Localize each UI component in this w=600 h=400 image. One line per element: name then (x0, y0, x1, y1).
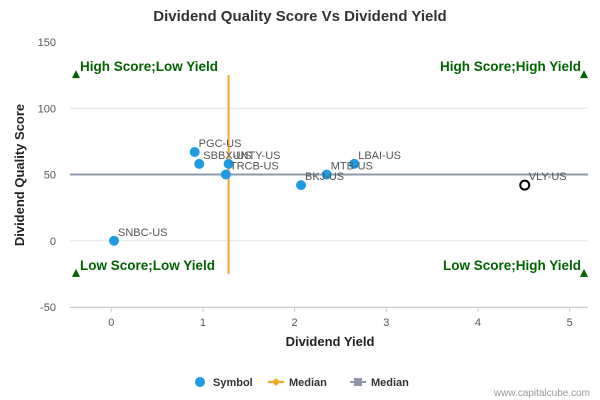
chart-title: Dividend Quality Score Vs Dividend Yield (153, 8, 446, 25)
legend-symbol-marker (195, 377, 205, 387)
point-label-lbai-us: LBAI-US (358, 150, 401, 162)
y-tick-label: 100 (38, 103, 56, 115)
point-label-pgc-us: PGC-US (199, 138, 242, 150)
x-tick-label: 1 (200, 317, 206, 329)
point-bkj-us (296, 180, 307, 191)
point-lbai-us (349, 158, 360, 169)
corner-label-top-left: High Score;Low Yield (80, 59, 218, 74)
point-snbc-us (109, 235, 120, 246)
point-mtb-us (321, 169, 332, 180)
point-pgc-us (189, 146, 200, 157)
legend-label: Symbol (213, 377, 253, 389)
legend-median-square (354, 378, 362, 386)
corner-triangle-bottom_left (72, 268, 80, 277)
corner-label-bottom-left: Low Score;Low Yield (80, 258, 215, 273)
corner-triangle-top_right (580, 70, 588, 79)
legend: Symbol Median Median (195, 377, 409, 389)
point-label-vly-us: VLY-US (529, 171, 567, 183)
point-label-sbbx-us: SBBX-US (203, 150, 251, 162)
y-tick-label: 150 (38, 37, 56, 49)
corner-triangle-top_left (72, 70, 80, 79)
point-sbbx-us (194, 158, 205, 169)
point-label-unty-us: UNTY-US (233, 150, 281, 162)
point-label-bkj-us: BKJ-US (305, 171, 344, 183)
legend-median-diamond (272, 378, 280, 386)
corner-labels: High Score;Low Yield High Score;High Yiel… (72, 59, 588, 277)
x-axis-label: Dividend Yield (286, 334, 375, 349)
corner-triangle-bottom_right (580, 268, 588, 277)
x-tick-label: 0 (108, 317, 114, 329)
grid (70, 107, 588, 312)
corner-label-bottom-right: Low Score;High Yield (443, 258, 581, 273)
x-tick-label: 5 (567, 317, 573, 329)
x-tick-label: 4 (475, 317, 481, 329)
corner-label-top-right: High Score;High Yield (440, 59, 581, 74)
legend-label: Median (289, 377, 327, 389)
credit-text: www.capitalcube.com (493, 388, 590, 399)
tick-labels: -50 0 50 100 150 0 1 2 3 4 5 (38, 37, 573, 329)
point-vly-us (519, 179, 531, 191)
point-label-snbc-us: SNBC-US (118, 227, 168, 239)
x-tick-label: 3 (383, 317, 389, 329)
point-label-trcb-us: TRCB-US (230, 161, 279, 173)
y-tick-label: 0 (50, 236, 56, 248)
legend-label: Median (371, 377, 409, 389)
point-trcb-us (220, 169, 231, 180)
point-label-mtb-us: MTB-US (331, 161, 373, 173)
x-tick-label: 2 (292, 317, 298, 329)
point-unty-us (223, 158, 234, 169)
y-tick-label: 50 (44, 170, 56, 182)
y-axis-label: Dividend Quality Score (12, 104, 27, 246)
y-tick-label: -50 (40, 302, 56, 314)
